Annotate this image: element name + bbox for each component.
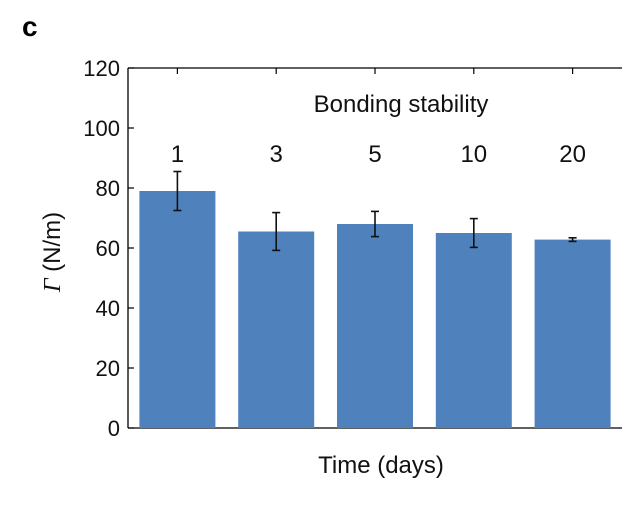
- category-label: 10: [460, 141, 487, 168]
- bar-3: [238, 231, 315, 428]
- plot-area: 0 20 40 60 80 100 120 1 3 5 10 20: [83, 56, 622, 441]
- y-tick-label: 120: [83, 56, 120, 81]
- category-label: 1: [171, 141, 184, 168]
- x-axis-title: Time (days): [318, 452, 444, 479]
- y-axis-unit: (N/m): [39, 212, 66, 272]
- y-tick-label: 20: [96, 356, 120, 381]
- y-tick-label: 80: [96, 176, 120, 201]
- y-tick-label: 40: [96, 296, 120, 321]
- bar-1: [139, 191, 216, 428]
- bar-5: [337, 224, 413, 428]
- y-tick-label: 60: [96, 236, 120, 261]
- category-label: 3: [270, 141, 283, 168]
- category-label: 5: [368, 141, 381, 168]
- category-label: 20: [559, 141, 586, 168]
- y-tick-label: 100: [83, 116, 120, 141]
- chart-title: Bonding stability: [314, 91, 489, 118]
- y-axis-title: Γ (N/m): [39, 212, 66, 293]
- bar-10: [435, 233, 512, 428]
- bar-20: [534, 239, 611, 428]
- y-axis-symbol: Γ: [40, 277, 66, 293]
- y-tick-label: 0: [108, 416, 120, 441]
- panel-label: c: [22, 11, 38, 42]
